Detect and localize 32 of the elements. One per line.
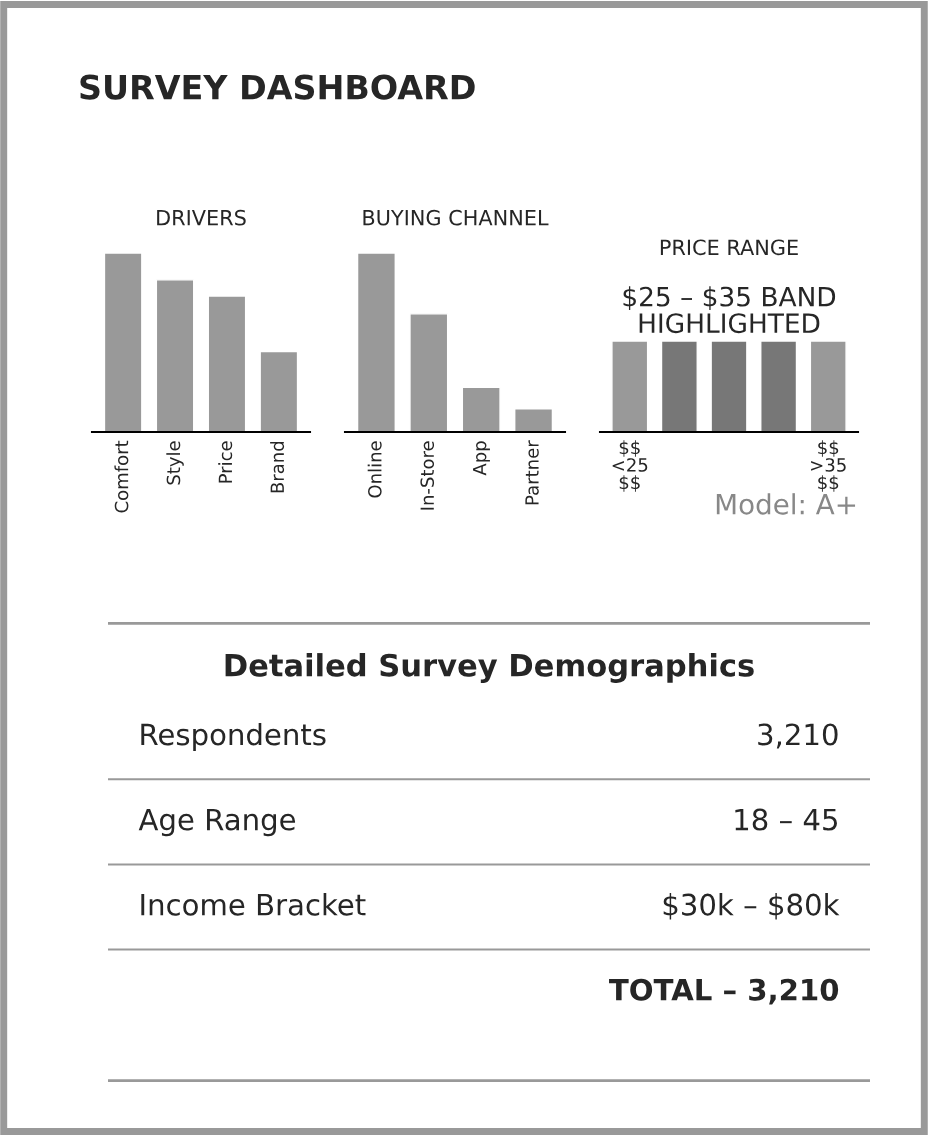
chart-title: BUYING CHANNEL <box>363 209 549 226</box>
x-tick-label: App <box>473 441 490 476</box>
bar <box>409 313 449 432</box>
chart-title: PRICE RANGE <box>660 239 798 256</box>
x-tick-label: Price <box>218 441 233 483</box>
x-tick-label: $$ <25 $$ <box>612 440 648 492</box>
bar <box>259 350 299 432</box>
bar <box>356 253 396 432</box>
x-tick-label: Online <box>367 441 382 498</box>
x-tick-label: Comfort <box>114 440 129 513</box>
text: 3,210 <box>758 723 838 749</box>
text: 18 – 45 <box>735 808 837 831</box>
text: TOTAL – 3,210 <box>609 978 839 1005</box>
bar <box>461 386 501 432</box>
text: Income Bracket <box>141 893 366 916</box>
bar <box>514 408 554 432</box>
text: Age Range <box>138 808 296 837</box>
text: $30k – $80k <box>663 893 840 920</box>
bar <box>103 253 143 432</box>
x-tick-label: $$ >35 $$ <box>811 440 846 492</box>
text: Respondents <box>141 722 326 752</box>
bar <box>155 279 195 432</box>
text: Detailed Survey Demographics <box>225 653 754 683</box>
text: SURVEY DASHBOARD <box>80 74 475 100</box>
x-tick-label: Partner <box>525 440 539 505</box>
x-tick-label: In-Store <box>420 441 435 510</box>
text: Model: A+ <box>716 493 856 515</box>
x-tick-label: Style <box>166 441 184 485</box>
x-tick-label: Brand <box>270 441 285 493</box>
text: $25 – $35 BAND HIGHLIGHTED <box>623 286 836 334</box>
chart-title: DRIVERS <box>157 209 246 226</box>
bar <box>207 295 247 432</box>
